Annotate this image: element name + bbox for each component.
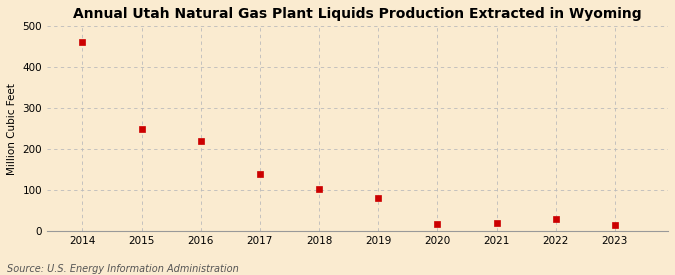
Text: Source: U.S. Energy Information Administration: Source: U.S. Energy Information Administ… bbox=[7, 264, 238, 274]
Y-axis label: Million Cubic Feet: Million Cubic Feet bbox=[7, 83, 17, 175]
Title: Annual Utah Natural Gas Plant Liquids Production Extracted in Wyoming: Annual Utah Natural Gas Plant Liquids Pr… bbox=[73, 7, 642, 21]
